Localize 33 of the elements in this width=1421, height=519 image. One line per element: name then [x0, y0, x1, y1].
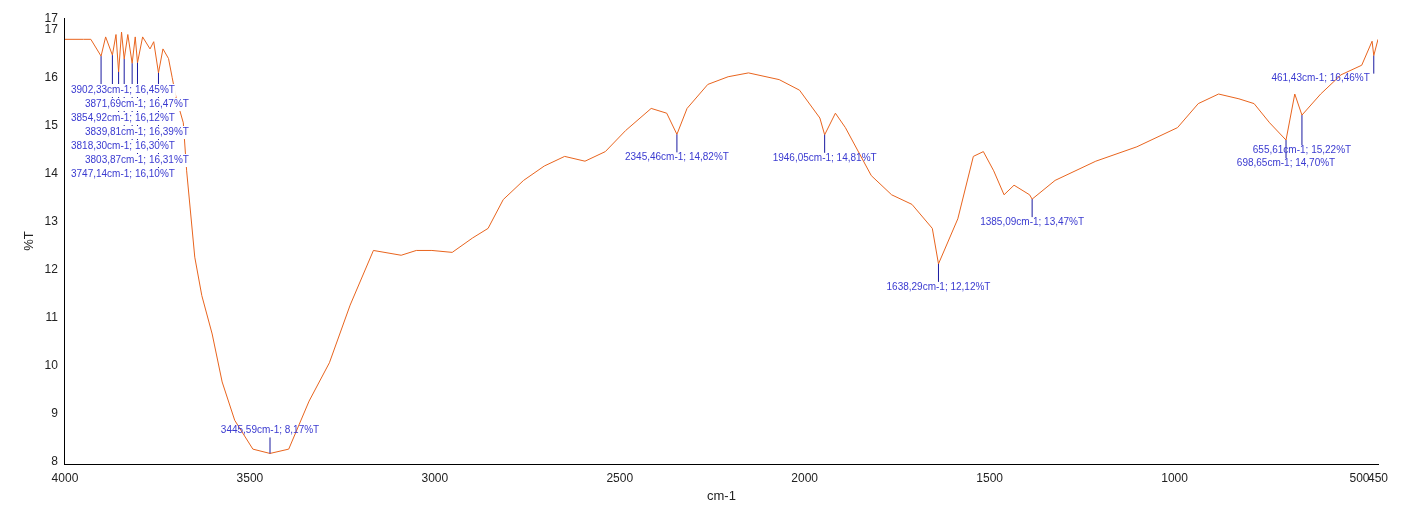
y-tick-label: 15	[44, 118, 59, 132]
y-tick-label: 17	[44, 22, 59, 37]
annotation: 3803,87cm-1; 16,31%T	[84, 153, 189, 165]
x-tick-label: 1500	[976, 470, 1004, 485]
x-tick-label: 1000	[1161, 470, 1189, 485]
x-tick-label: 3000	[421, 470, 449, 485]
x-axis-title: cm-1	[707, 487, 736, 503]
x-tick-label: 2500	[606, 470, 634, 485]
y-tick-label: 13	[44, 213, 59, 228]
y-tick-label: 10	[44, 357, 59, 372]
y-tick-label: 8	[51, 453, 59, 468]
x-tick-label: 4000	[51, 470, 79, 485]
annotation: 3747,14cm-1; 16,10%T	[70, 167, 175, 179]
y-tick-label: 16	[44, 70, 59, 85]
y-axis-title: %T	[21, 231, 37, 251]
annotation: 1385,09cm-1; 13,47%T	[980, 215, 1085, 227]
annotation: 3839,81cm-1; 16,39%T	[84, 125, 189, 137]
annotation: 1638,29cm-1; 12,12%T	[886, 280, 991, 292]
y-tick-label: 17	[44, 10, 59, 25]
x-tick-label: 2000	[791, 470, 819, 485]
annotation: 3818,30cm-1; 16,30%T	[70, 139, 175, 151]
x-tick-label: 450	[1367, 470, 1389, 485]
y-tick-label: 12	[44, 261, 59, 276]
y-tick-label: 9	[51, 405, 59, 420]
annotation: 2345,46cm-1; 14,82%T	[624, 151, 729, 163]
y-tick-label: 14	[44, 165, 59, 180]
x-tick-label: 500	[1349, 470, 1370, 485]
x-tick-label: 3500	[236, 470, 264, 485]
annotation: 3854,92cm-1; 16,12%T	[70, 111, 175, 123]
annotation: 3902,33cm-1; 16,45%T	[70, 83, 175, 95]
annotation: 698,65cm-1; 14,70%T	[1236, 156, 1336, 168]
annotation: 3871,69cm-1; 16,47%T	[84, 97, 189, 109]
y-tick-label: 11	[45, 309, 59, 324]
